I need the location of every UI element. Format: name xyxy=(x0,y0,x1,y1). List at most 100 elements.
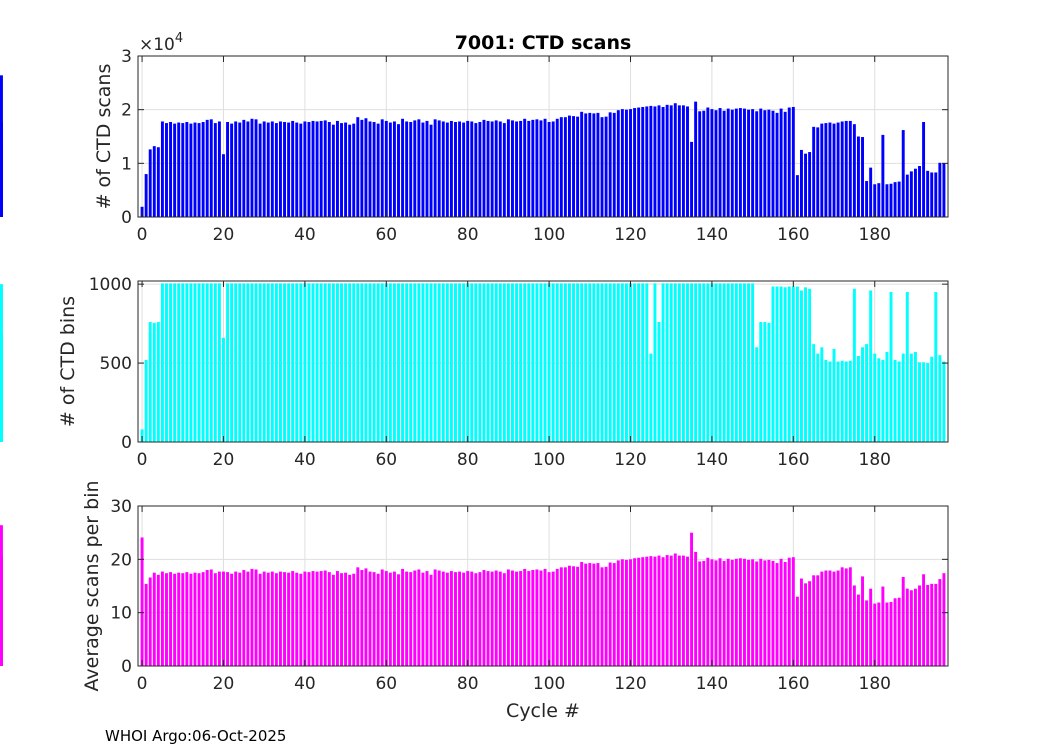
bar-bins-86 xyxy=(490,283,494,442)
bar-bins-197 xyxy=(942,361,946,442)
bar-scans-3 xyxy=(152,146,156,217)
bar-avg-46 xyxy=(327,572,331,666)
bar-scans-100 xyxy=(547,122,551,217)
bar-avg-1 xyxy=(144,583,148,666)
bar-scans-133 xyxy=(681,105,685,217)
bar-bins-88 xyxy=(498,283,502,442)
bar-scans-52 xyxy=(352,123,356,217)
bar-scans-72 xyxy=(433,119,437,217)
bar-scans-1 xyxy=(144,174,148,217)
bar-scans-93 xyxy=(519,120,523,217)
bar-bins-170 xyxy=(832,348,836,442)
ytick-label-10: 10 xyxy=(110,604,132,624)
bar-avg-102 xyxy=(555,568,559,666)
bar-avg-177 xyxy=(861,576,864,666)
ytick-label-1000: 1000 xyxy=(89,275,132,295)
bar-bins-9 xyxy=(177,283,181,442)
bar-scans-89 xyxy=(502,123,506,217)
bar-scans-109 xyxy=(584,113,588,217)
bar-scans-126 xyxy=(653,106,657,217)
bar-bins-147 xyxy=(738,283,742,442)
bar-scans-13 xyxy=(193,122,197,217)
bar-bins-116 xyxy=(612,283,616,442)
bar-scans-165 xyxy=(812,126,816,217)
bar-bins-66 xyxy=(409,283,413,442)
bar-avg-107 xyxy=(576,566,580,666)
xtick-label-120: 120 xyxy=(614,674,646,694)
bar-scans-30 xyxy=(262,121,266,217)
bar-bins-51 xyxy=(348,283,352,442)
bar-scans-187 xyxy=(901,130,905,217)
xtick-label-120: 120 xyxy=(614,450,646,470)
bar-scans-87 xyxy=(494,120,498,217)
bar-bins-44 xyxy=(319,283,323,442)
xtick-label-60: 60 xyxy=(375,450,397,470)
bar-avg-58 xyxy=(376,573,380,666)
bar-scans-77 xyxy=(454,122,457,217)
bar-bins-173 xyxy=(844,361,848,442)
bar-bins-1 xyxy=(144,359,148,442)
bar-scans-22 xyxy=(230,123,234,217)
xtick-label-140: 140 xyxy=(696,674,728,694)
bar-bins-21 xyxy=(226,283,230,442)
bar-scans-178 xyxy=(865,181,869,217)
xtick-label-0: 0 xyxy=(137,450,148,470)
bar-bins-114 xyxy=(604,283,608,442)
bar-bins-34 xyxy=(279,283,282,442)
bar-bins-189 xyxy=(909,353,913,442)
bar-bins-74 xyxy=(441,283,445,442)
bar-avg-109 xyxy=(584,563,588,666)
xtick-label-60: 60 xyxy=(375,225,397,245)
bar-bins-128 xyxy=(661,283,665,442)
bar-avg-131 xyxy=(673,553,677,666)
bar-avg-18 xyxy=(213,573,217,666)
bar-scans-117 xyxy=(616,110,620,217)
bar-scans-151 xyxy=(755,111,759,217)
bar-scans-67 xyxy=(413,120,417,217)
bar-scans-128 xyxy=(661,106,665,217)
bar-avg-143 xyxy=(722,560,726,666)
bar-scans-35 xyxy=(283,122,286,217)
bar-avg-23 xyxy=(234,571,238,666)
bar-bins-73 xyxy=(437,283,441,442)
bar-bins-101 xyxy=(551,283,555,442)
bar-scans-104 xyxy=(563,117,567,217)
bar-bins-35 xyxy=(283,283,286,442)
bar-bins-69 xyxy=(421,283,425,442)
bar-avg-30 xyxy=(262,571,266,666)
bar-bins-52 xyxy=(352,283,356,442)
bar-scans-45 xyxy=(323,120,327,217)
ticks-scans: 0 20 40 60 80 100 120 140 160 180 0 1 2 3 xyxy=(121,47,948,245)
bar-bins-168 xyxy=(824,359,828,442)
bar-bins-15 xyxy=(201,283,205,442)
bar-bins-129 xyxy=(665,283,669,442)
bar-scans-180 xyxy=(873,184,877,217)
bar-scans-169 xyxy=(828,122,832,217)
bar-bins-87 xyxy=(494,283,498,442)
bar-avg-96 xyxy=(531,570,535,666)
bar-scans-118 xyxy=(620,109,624,217)
bar-bins-46 xyxy=(327,283,331,442)
bar-avg-13 xyxy=(193,572,197,666)
bar-scans-84 xyxy=(482,119,486,217)
bar-bins-99 xyxy=(543,283,547,442)
bar-bins-194 xyxy=(930,356,934,442)
bar-bins-179 xyxy=(869,290,873,442)
xtick-label-20: 20 xyxy=(213,225,235,245)
bar-scans-61 xyxy=(388,122,392,217)
bar-avg-183 xyxy=(885,602,889,666)
bar-bins-174 xyxy=(848,360,852,442)
bar-avg-146 xyxy=(734,558,738,666)
bar-bins-85 xyxy=(486,283,490,442)
ytick-label-30: 30 xyxy=(110,497,132,517)
bar-bins-80 xyxy=(466,283,470,442)
bar-bins-127 xyxy=(657,322,661,442)
bar-scans-88 xyxy=(498,121,502,217)
xtick-label-40: 40 xyxy=(294,674,316,694)
bar-avg-87 xyxy=(494,570,498,666)
bar-bins-29 xyxy=(258,283,262,442)
bar-avg-91 xyxy=(511,570,514,666)
bar-avg-5 xyxy=(160,571,164,666)
bar-scans-189 xyxy=(909,171,913,217)
